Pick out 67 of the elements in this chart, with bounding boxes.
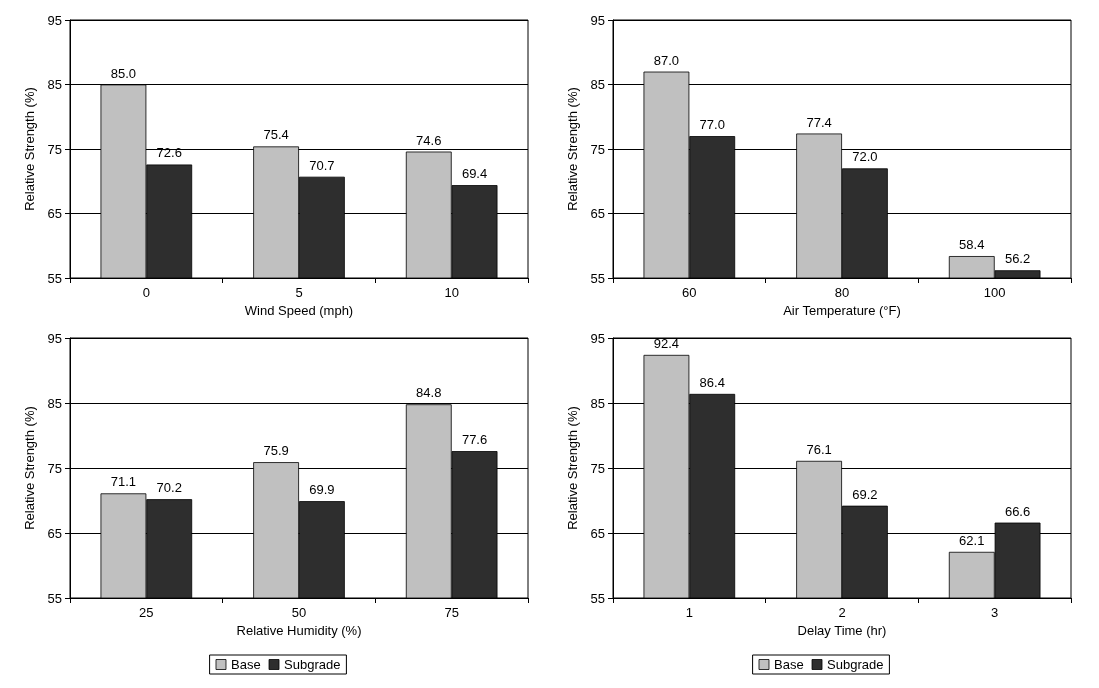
data-label: 70.2 xyxy=(156,480,182,496)
y-tick-label: 65 xyxy=(590,525,605,541)
data-label: 77.6 xyxy=(461,432,488,448)
data-label: 69.2 xyxy=(852,486,878,502)
y-tick-label: 95 xyxy=(590,330,605,346)
x-tick-label: 50 xyxy=(291,605,307,620)
data-label: 71.1 xyxy=(110,474,137,490)
y-tick-label: 75 xyxy=(590,460,605,476)
y-tick-label: 55 xyxy=(47,270,62,286)
y-tick-label: 85 xyxy=(47,395,62,411)
data-label: 72.0 xyxy=(852,149,878,165)
y-tick-label: 55 xyxy=(47,590,62,606)
y-tick-label: 95 xyxy=(590,12,605,28)
y-tick-label: 85 xyxy=(47,77,62,92)
x-tick-label: 1 xyxy=(685,605,693,620)
legend-label: Subgrade xyxy=(827,657,884,672)
data-label: 56.2 xyxy=(1004,251,1031,267)
y-tick-label: 95 xyxy=(47,330,62,346)
x-axis-title: Air Temperature (°F) xyxy=(783,302,901,318)
y-tick-label: 85 xyxy=(590,77,605,92)
y-tick-label: 95 xyxy=(47,12,62,28)
x-tick-label: 10 xyxy=(444,285,459,300)
data-label: 86.4 xyxy=(699,374,725,390)
x-tick-label: 25 xyxy=(139,605,154,620)
legend-label: Base xyxy=(773,657,804,672)
legend-label: Base xyxy=(230,657,261,672)
data-label: 85.0 xyxy=(110,65,137,81)
data-label: 74.6 xyxy=(416,132,442,148)
legend-label: Subgrade xyxy=(284,657,341,672)
data-label: 87.0 xyxy=(653,52,680,68)
data-label: 75.4 xyxy=(263,127,289,143)
y-tick-label: 65 xyxy=(47,206,62,221)
y-axis-title: Relative Strength (%) xyxy=(565,87,580,211)
data-label: 92.4 xyxy=(653,335,680,351)
y-tick-label: 65 xyxy=(47,525,62,541)
data-label: 58.4 xyxy=(959,237,985,253)
y-tick-label: 75 xyxy=(47,141,62,157)
data-label: 69.4 xyxy=(461,166,488,182)
x-tick-label: 100 xyxy=(983,285,1006,300)
x-axis-title: Wind Speed (mph) xyxy=(244,302,354,318)
data-label: 77.4 xyxy=(806,114,832,130)
y-tick-label: 85 xyxy=(590,395,605,411)
y-tick-label: 75 xyxy=(47,460,62,476)
y-axis-title: Relative Strength (%) xyxy=(565,406,580,530)
data-label: 70.7 xyxy=(309,157,335,173)
data-label: 77.0 xyxy=(699,117,725,133)
data-label: 76.1 xyxy=(806,441,832,457)
x-axis-title: Relative Humidity (%) xyxy=(236,622,362,638)
x-tick-label: 5 xyxy=(295,285,303,300)
y-tick-label: 75 xyxy=(590,141,605,157)
y-tick-label: 55 xyxy=(590,590,605,606)
data-label: 69.9 xyxy=(309,482,335,498)
x-tick-label: 2 xyxy=(838,605,846,620)
x-tick-label: 80 xyxy=(834,285,850,300)
data-label: 75.9 xyxy=(263,443,289,459)
y-axis-title: Relative Strength (%) xyxy=(22,87,37,211)
x-axis-title: Delay Time (hr) xyxy=(797,622,887,638)
data-label: 84.8 xyxy=(416,385,442,401)
y-axis-title: Relative Strength (%) xyxy=(22,406,37,530)
x-tick-label: 3 xyxy=(991,605,999,620)
data-label: 66.6 xyxy=(1004,503,1031,519)
x-tick-label: 75 xyxy=(444,605,459,620)
y-tick-label: 65 xyxy=(590,206,605,221)
y-tick-label: 55 xyxy=(590,270,605,286)
x-tick-label: 0 xyxy=(142,285,150,300)
x-tick-label: 60 xyxy=(682,285,697,300)
data-label: 62.1 xyxy=(959,532,985,548)
